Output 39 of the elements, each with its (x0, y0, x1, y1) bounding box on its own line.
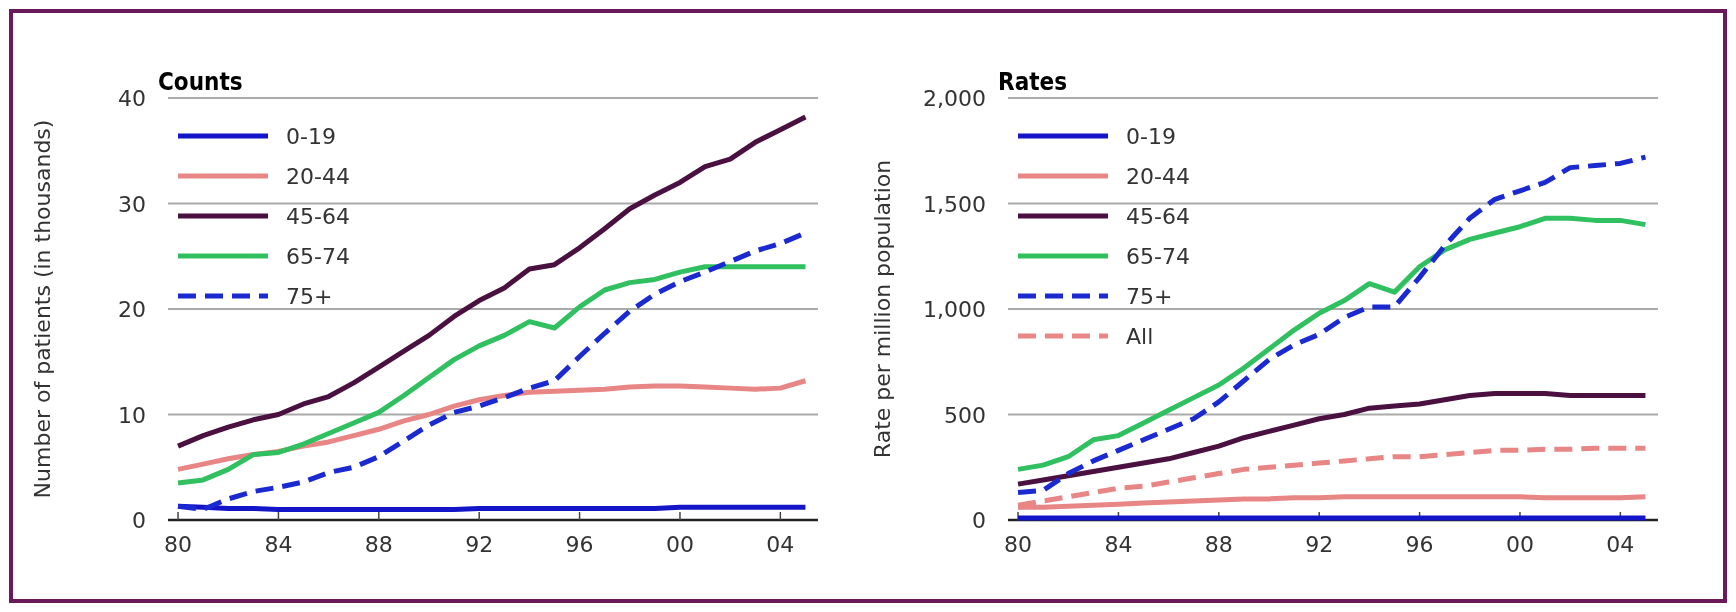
x-tick-label: 84 (264, 532, 293, 557)
legend-label: 65-74 (286, 244, 350, 269)
x-tick-label: 92 (465, 532, 494, 557)
y-axis-title: Number of patients (in thousands) (30, 119, 55, 499)
x-tick-label: 96 (1405, 532, 1434, 557)
x-tick-label: 96 (565, 532, 594, 557)
y-tick-label: 40 (118, 86, 146, 111)
y-tick-label: 500 (944, 402, 986, 428)
x-tick-label: 04 (1606, 532, 1635, 557)
legend-label: All (1126, 324, 1154, 349)
y-tick-label: 1,000 (923, 297, 986, 322)
y-tick-label: 2,000 (923, 86, 986, 111)
x-tick-label: 84 (1104, 532, 1133, 557)
legend-label: 45-64 (1126, 204, 1190, 229)
x-tick-label: 80 (164, 532, 193, 557)
legend-label: 75+ (1126, 284, 1173, 309)
y-tick-label: 10 (118, 402, 146, 428)
x-tick-label: 92 (1305, 532, 1334, 557)
y-tick-label: 0 (132, 508, 146, 533)
y-tick-label: 20 (118, 297, 146, 322)
legend-label: 0-19 (286, 124, 336, 149)
x-tick-label: 88 (1204, 532, 1233, 557)
y-axis-title: Rate per million population (870, 159, 895, 459)
legend-label: 65-74 (1126, 244, 1190, 269)
x-tick-label: 00 (1505, 532, 1534, 557)
x-tick-label: 80 (1004, 532, 1033, 557)
x-tick-label: 00 (665, 532, 694, 557)
chart-title: Counts (158, 68, 243, 96)
x-tick-label: 88 (364, 532, 393, 557)
chart-title: Rates (998, 68, 1068, 96)
legend-label: 20-44 (1126, 164, 1190, 189)
y-tick-label: 1,500 (923, 191, 986, 217)
legend-label: 45-64 (286, 204, 350, 229)
x-tick-label: 04 (766, 532, 795, 557)
y-tick-label: 0 (972, 508, 986, 533)
legend-label: 0-19 (1126, 124, 1176, 149)
legend-label: 75+ (286, 284, 333, 309)
legend-label: 20-44 (286, 164, 350, 189)
y-tick-label: 30 (118, 191, 146, 217)
